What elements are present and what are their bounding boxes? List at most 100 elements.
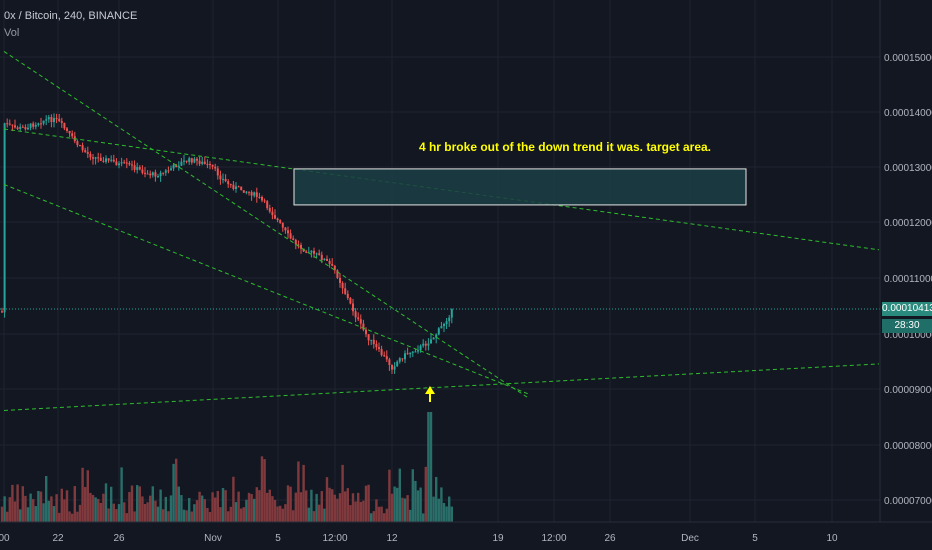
- candle-body: [292, 238, 295, 240]
- candle-body: [144, 172, 146, 174]
- candle-body: [107, 158, 110, 161]
- candle-body: [437, 328, 440, 335]
- volume-bar: [86, 470, 89, 522]
- candle-body: [242, 190, 245, 193]
- volume-bar: [414, 480, 417, 522]
- volume-bar: [286, 485, 290, 522]
- candle-body: [388, 359, 391, 366]
- volume-bar: [388, 469, 391, 522]
- price-axis[interactable]: 0.00015000 0.00014000 0.00013000 0.00012000…: [879, 0, 932, 522]
- volume-bar: [284, 504, 287, 522]
- volume-bar: [68, 511, 71, 522]
- volume-bar: [289, 486, 292, 522]
- candle-body: [328, 260, 331, 264]
- volume-bar: [294, 492, 297, 522]
- volume-bar: [6, 511, 9, 522]
- candle-body: [336, 270, 339, 278]
- candle-body: [271, 211, 274, 216]
- volume-bar: [242, 507, 245, 522]
- volume-bar: [13, 501, 17, 522]
- volume-bar: [193, 504, 196, 522]
- candle-body: [263, 200, 266, 202]
- candle-body: [305, 251, 308, 253]
- volume-bar: [203, 499, 206, 522]
- volume-bar: [424, 466, 427, 522]
- candle-body: [94, 157, 97, 159]
- volume-bar: [273, 499, 277, 522]
- volume-bar: [29, 493, 32, 522]
- time-tick-label: 5: [275, 533, 281, 544]
- time-tick-label: 10: [826, 533, 838, 544]
- volume-bar: [268, 489, 271, 522]
- trendline-rising-support: [3, 363, 880, 411]
- target-zone: [293, 168, 747, 206]
- candle-body: [146, 173, 149, 175]
- volume-bars: [0, 412, 453, 522]
- volume-bar: [375, 499, 378, 522]
- candle-body: [53, 118, 55, 123]
- candle-body: [248, 191, 250, 193]
- candle-body: [326, 258, 328, 261]
- bar-countdown-label: 28:30: [882, 319, 932, 333]
- candle-body: [333, 265, 336, 271]
- volume-bar: [315, 493, 318, 522]
- volume-bar: [138, 486, 141, 522]
- volume-bar: [370, 513, 373, 522]
- volume-bar: [58, 512, 61, 522]
- candle-body: [294, 239, 297, 245]
- candle-body: [66, 128, 68, 131]
- time-axis[interactable]: 00 22 26 Nov 5 12:00 12 19 12:00 26 Dec 5 10: [0, 521, 932, 544]
- price-tick-label: 0.00007000: [884, 496, 932, 507]
- volume-bar: [367, 484, 370, 522]
- chart-grid: [0, 0, 880, 522]
- volume-bar: [336, 498, 339, 522]
- candle-body: [99, 157, 102, 161]
- price-tick-label: 0.00010000: [884, 330, 932, 341]
- candle-body: [302, 248, 305, 252]
- candle-body: [372, 339, 375, 345]
- candle-body: [227, 181, 230, 185]
- volume-bar: [117, 504, 121, 522]
- volume-bar: [237, 491, 240, 522]
- volume-bar: [440, 487, 443, 522]
- volume-bar: [312, 511, 316, 522]
- volume-bar: [354, 501, 357, 522]
- candle-body: [47, 117, 50, 120]
- volume-bar: [201, 495, 204, 522]
- volume-bar: [99, 502, 102, 522]
- candle-body: [175, 164, 178, 168]
- volume-bar: [177, 486, 180, 522]
- volume-bar: [377, 506, 381, 522]
- candle-body: [16, 127, 19, 129]
- volume-bar: [162, 509, 165, 522]
- candle-body: [79, 145, 81, 147]
- volume-bar: [302, 464, 305, 522]
- volume-bar: [97, 498, 100, 522]
- candle-body: [190, 158, 193, 163]
- annotation-text: 4 hr broke out of the down trend it was.…: [419, 140, 711, 154]
- up-arrow-icon: [425, 386, 435, 402]
- candle-body: [63, 122, 66, 129]
- candle-body: [201, 161, 204, 164]
- candle-body: [255, 192, 258, 197]
- candle-body: [211, 164, 214, 167]
- candle-body: [409, 352, 412, 355]
- candle-body: [375, 344, 378, 348]
- candle-body: [102, 160, 105, 162]
- volume-bar: [219, 507, 222, 522]
- volume-bar: [331, 489, 334, 522]
- candle-body: [188, 158, 191, 162]
- candle-body: [432, 337, 435, 340]
- candle-body: [346, 293, 349, 299]
- volume-bar: [26, 507, 30, 522]
- volume-bar: [422, 513, 425, 522]
- candle-body: [45, 119, 48, 121]
- volume-bar: [437, 498, 440, 522]
- volume-bar: [73, 486, 76, 522]
- candle-body: [313, 250, 315, 254]
- price-tick-label: 0.00009000: [884, 385, 932, 396]
- current-price-label: 0.00010413: [882, 302, 932, 316]
- volume-bar: [250, 494, 253, 522]
- candle-body: [266, 201, 269, 209]
